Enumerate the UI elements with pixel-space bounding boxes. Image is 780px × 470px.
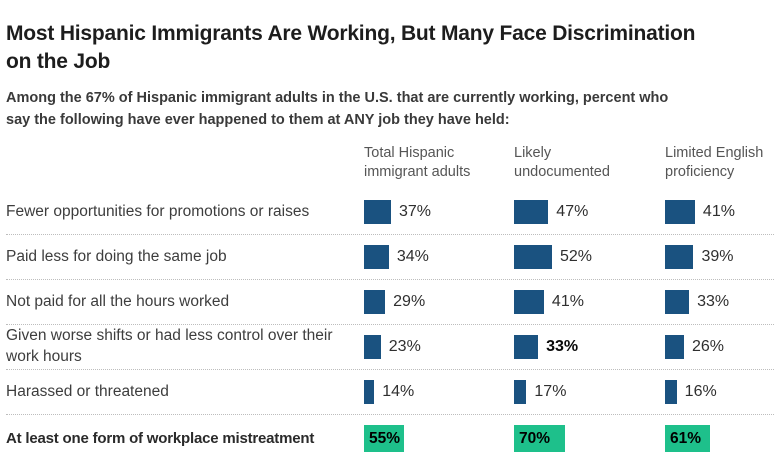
bar bbox=[364, 379, 375, 404]
value-cell: 23% bbox=[364, 334, 514, 359]
bar bbox=[514, 244, 552, 269]
value-label: 14% bbox=[382, 382, 415, 400]
value-label-highlighted: 70% bbox=[519, 429, 551, 447]
value-label: 34% bbox=[396, 247, 429, 265]
bar bbox=[364, 244, 389, 269]
value-cell: 33% bbox=[514, 334, 665, 359]
bar bbox=[665, 289, 690, 314]
value-label: 26% bbox=[691, 337, 724, 355]
bar bbox=[514, 334, 539, 359]
value-label: 37% bbox=[399, 202, 432, 220]
value-label: 47% bbox=[556, 202, 589, 220]
row-label: Harassed or threatened bbox=[6, 382, 169, 400]
value-cell: 29% bbox=[364, 289, 514, 314]
chart-title-line-2: on the Job bbox=[6, 49, 111, 73]
bar bbox=[514, 379, 527, 404]
table-row: Fewer opportunities for promotions or ra… bbox=[6, 190, 774, 235]
value-label-emphasized: 33% bbox=[546, 337, 579, 355]
bar bbox=[364, 289, 386, 314]
value-cell: 61% bbox=[665, 425, 774, 453]
value-cell: 41% bbox=[514, 289, 665, 314]
value-label: 41% bbox=[551, 292, 584, 310]
value-cell: 14% bbox=[364, 379, 514, 404]
bar bbox=[364, 199, 391, 224]
value-label: 33% bbox=[697, 292, 730, 310]
value-cell: 33% bbox=[665, 289, 774, 314]
table-row: Given worse shifts or had less control o… bbox=[6, 325, 774, 370]
value-label: 52% bbox=[559, 247, 592, 265]
value-cell: 47% bbox=[514, 199, 665, 224]
column-header-limited-english: Limited English proficiency bbox=[665, 144, 764, 180]
column-header-total-hispanic: Total Hispanic immigrant adults bbox=[364, 144, 471, 180]
bar bbox=[364, 334, 381, 359]
table-row-summary: At least one form of workplace mistreatm… bbox=[6, 415, 774, 463]
value-label-highlighted: 61% bbox=[670, 429, 702, 447]
bar bbox=[665, 379, 677, 404]
value-cell: 37% bbox=[364, 199, 514, 224]
value-cell: 70% bbox=[514, 425, 665, 453]
chart-title-line-1: Most Hispanic Immigrants Are Working, Bu… bbox=[6, 22, 696, 45]
value-cell: 34% bbox=[364, 244, 514, 269]
table-row: Not paid for all the hours worked 29% 41… bbox=[6, 280, 774, 325]
column-headers: Total Hispanic immigrant adults Likely u… bbox=[6, 144, 774, 190]
chart-subtitle-line-1: Among the 67% of Hispanic immigrant adul… bbox=[6, 90, 669, 107]
bar bbox=[665, 244, 694, 269]
chart-subtitle-line-2: say the following have ever happened to … bbox=[6, 112, 510, 129]
row-label-summary: At least one form of workplace mistreatm… bbox=[6, 429, 315, 447]
value-cell: 52% bbox=[514, 244, 665, 269]
value-label: 41% bbox=[702, 202, 735, 220]
chart-subtitle: Among the 67% of Hispanic immigrant adul… bbox=[6, 88, 774, 132]
highlight-box: 55% bbox=[364, 425, 405, 453]
value-label: 23% bbox=[388, 337, 421, 355]
value-label: 17% bbox=[534, 382, 567, 400]
bar bbox=[665, 199, 695, 224]
value-cell: 26% bbox=[665, 334, 774, 359]
value-cell: 17% bbox=[514, 379, 665, 404]
row-label: Given worse shifts or had less control o… bbox=[6, 327, 333, 365]
value-label: 39% bbox=[701, 247, 734, 265]
row-label: Fewer opportunities for promotions or ra… bbox=[6, 202, 310, 220]
value-cell: 55% bbox=[364, 425, 514, 453]
highlight-box: 70% bbox=[514, 425, 566, 453]
column-header-likely-undocumented: Likely undocumented bbox=[514, 144, 610, 180]
highlight-box: 61% bbox=[665, 425, 710, 453]
bar bbox=[514, 199, 549, 224]
value-cell: 41% bbox=[665, 199, 774, 224]
value-cell: 16% bbox=[665, 379, 774, 404]
table-row: Harassed or threatened 14% 17% 16% bbox=[6, 370, 774, 415]
value-label-highlighted: 55% bbox=[369, 429, 401, 447]
row-label: Not paid for all the hours worked bbox=[6, 292, 230, 310]
value-label: 29% bbox=[393, 292, 426, 310]
chart-title: Most Hispanic Immigrants Are Working, Bu… bbox=[6, 20, 774, 75]
table-row: Paid less for doing the same job 34% 52%… bbox=[6, 235, 774, 280]
value-cell: 39% bbox=[665, 244, 774, 269]
row-label: Paid less for doing the same job bbox=[6, 247, 227, 265]
bar bbox=[665, 334, 684, 359]
bar bbox=[514, 289, 544, 314]
value-label: 16% bbox=[684, 382, 717, 400]
